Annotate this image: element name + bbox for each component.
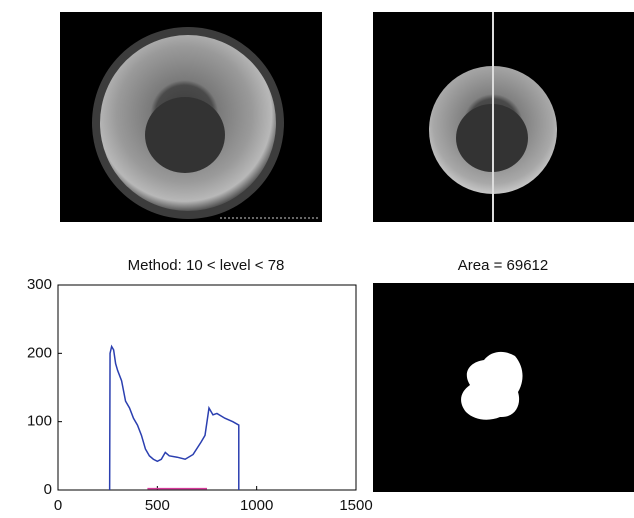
image-segmented: [373, 283, 634, 492]
y-tick-label: 100: [27, 413, 52, 430]
y-tick-label: 200: [27, 344, 52, 361]
y-tick-label: 300: [27, 276, 52, 293]
area-title: Area = 69612: [458, 257, 549, 274]
image-raw: [60, 12, 322, 222]
plot-frame: [57, 284, 357, 491]
x-tick-label: 1000: [240, 497, 273, 514]
y-tick-label: 0: [44, 481, 52, 498]
plot: 0 100 200 300 0 500 1000 1500: [27, 276, 373, 514]
chart-title: Method: 10 < level < 78: [128, 257, 285, 274]
series-line: [108, 344, 240, 491]
image-masked: [373, 12, 634, 222]
x-tick-label: 1500: [339, 497, 372, 514]
x-tick-label: 0: [54, 497, 62, 514]
x-tick-label: 500: [145, 497, 170, 514]
